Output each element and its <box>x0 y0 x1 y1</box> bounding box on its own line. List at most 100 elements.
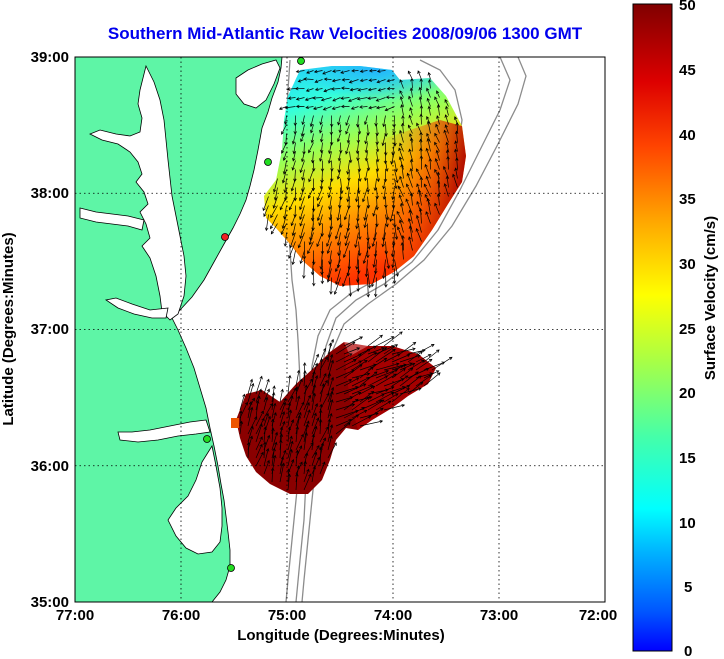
velocity-vector <box>271 447 276 467</box>
velocity-vector <box>327 435 333 451</box>
velocity-vector <box>366 160 371 172</box>
velocity-vector <box>363 115 368 126</box>
velocity-vector <box>247 382 255 403</box>
velocity-vector <box>327 386 335 403</box>
velocity-vector <box>327 390 334 411</box>
lon-tick-label: 75:00 <box>268 607 306 624</box>
colorbar-tick-label: 30 <box>679 256 696 273</box>
velocity-vector <box>339 142 343 154</box>
velocity-vector <box>343 407 366 419</box>
colorbar-tick-label: 5 <box>684 579 692 596</box>
velocity-vector <box>286 87 296 91</box>
velocity-vector <box>363 214 368 229</box>
velocity-vector <box>434 96 440 107</box>
lon-tick-label: 77:00 <box>56 607 94 624</box>
velocity-vector <box>423 372 441 387</box>
velocity-vector <box>247 406 254 427</box>
velocity-vector <box>408 95 413 107</box>
albemarle-sound <box>117 419 211 443</box>
velocity-vector <box>343 414 360 427</box>
velocity-vector <box>418 86 422 98</box>
velocity-vector <box>291 250 296 266</box>
velocity-vector <box>303 441 314 459</box>
velocity-vector <box>319 115 323 126</box>
velocity-vector <box>381 133 386 147</box>
velocity-vector <box>348 79 359 84</box>
velocity-vector <box>303 394 312 411</box>
velocity-vector <box>375 196 379 211</box>
velocity-vector <box>247 400 253 419</box>
velocity-vector <box>375 151 380 163</box>
velocity-vector <box>291 223 296 237</box>
velocity-vector <box>376 79 386 84</box>
velocity-vector <box>310 133 315 144</box>
velocity-vector <box>311 250 316 266</box>
velocity-vector <box>287 473 292 491</box>
velocity-vector <box>335 353 353 363</box>
velocity-vector <box>343 360 363 371</box>
velocity-vector <box>398 147 404 161</box>
velocity-vector <box>364 259 369 278</box>
velocity-vector <box>355 214 359 230</box>
velocity-vector <box>364 142 369 154</box>
velocity-vector <box>328 142 332 155</box>
velocity-vector <box>400 163 404 179</box>
velocity-vector <box>377 88 386 92</box>
velocity-vector <box>282 160 287 175</box>
velocity-vector <box>327 418 332 435</box>
velocity-vector <box>343 205 350 221</box>
velocity-vector <box>327 372 332 387</box>
velocity-vector <box>327 353 334 371</box>
velocity-vector <box>343 377 360 387</box>
velocity-vector <box>436 180 441 197</box>
velocity-vector <box>311 444 320 459</box>
velocity-vector <box>423 349 440 363</box>
velocity-vector <box>343 383 367 395</box>
velocity-vector <box>367 399 385 411</box>
velocity-vector <box>348 277 353 297</box>
velocity-vector <box>299 187 305 202</box>
velocity-vector <box>390 241 395 258</box>
velocity-vector <box>426 97 431 107</box>
velocity-vector <box>270 214 278 230</box>
velocity-vector <box>263 459 270 475</box>
velocity-vector <box>311 412 317 427</box>
velocity-vector <box>398 194 404 206</box>
velocity-vector <box>302 259 306 279</box>
velocity-vector <box>292 142 296 155</box>
velocity-vector <box>367 334 383 347</box>
velocity-vector <box>282 151 287 162</box>
velocity-vector <box>359 69 368 73</box>
velocity-vector <box>358 169 362 182</box>
velocity-vector <box>434 202 440 215</box>
velocity-vector <box>391 232 396 247</box>
velocity-vector <box>415 358 433 371</box>
velocity-vector <box>303 384 308 403</box>
velocity-vector <box>310 124 314 134</box>
velocity-vector <box>394 259 399 277</box>
velocity-vector <box>417 188 422 206</box>
velocity-vector <box>400 122 405 134</box>
velocity-vector <box>255 388 262 403</box>
velocity-vector <box>397 226 404 242</box>
velocity-vector <box>300 151 305 163</box>
velocity-vector <box>323 77 332 81</box>
velocity-vector <box>247 378 254 395</box>
velocity-vector <box>409 192 414 206</box>
velocity-vector <box>343 364 363 379</box>
lon-tick-label: 72:00 <box>579 607 617 624</box>
velocity-vector <box>303 468 310 483</box>
velocity-vector <box>368 78 377 82</box>
velocity-vector <box>399 90 404 98</box>
velocity-vector <box>319 373 327 387</box>
velocity-vector <box>452 173 458 188</box>
velocity-vector <box>368 105 377 110</box>
station-marker <box>264 158 272 166</box>
velocity-vector <box>366 124 370 136</box>
velocity-vector <box>271 427 275 443</box>
land-mass <box>75 57 283 602</box>
velocity-vector <box>357 88 368 92</box>
velocity-vector <box>436 90 440 98</box>
velocity-vector <box>335 359 357 371</box>
colorbar-tick-label: 0 <box>684 643 692 659</box>
